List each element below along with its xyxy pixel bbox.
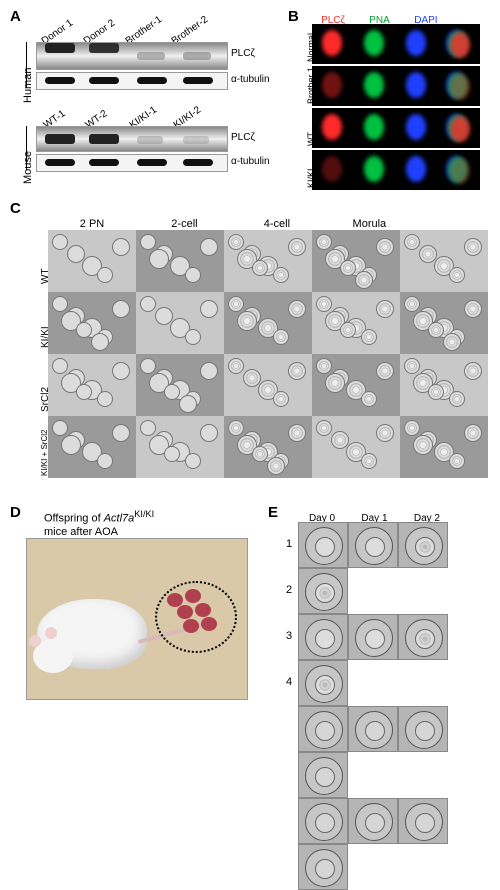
- timelapse-cell: [298, 706, 348, 752]
- timelapse-cell: [298, 568, 348, 614]
- stage-label: 2 PN: [48, 218, 136, 230]
- caption-text: Offspring of: [44, 513, 104, 525]
- embryo-cell: [224, 292, 312, 354]
- timelapse-cell: [348, 706, 398, 752]
- target-label: α-tubulin: [231, 156, 270, 167]
- if-cell: [354, 108, 396, 148]
- timelapse-row-label: 4: [286, 676, 292, 688]
- species-bracket: [26, 42, 27, 88]
- embryo-cell: [224, 416, 312, 478]
- if-cell: [438, 66, 480, 106]
- embryo-cell: [400, 230, 488, 292]
- embryo-row-label: KI/KI: [40, 326, 51, 348]
- if-cell: [354, 66, 396, 106]
- mouse-photo: [26, 538, 248, 700]
- target-label: α-tubulin: [231, 74, 270, 85]
- timelapse-cell: [398, 522, 448, 568]
- embryo-cell: [400, 354, 488, 416]
- if-cell: [312, 66, 354, 106]
- timelapse-cell: [398, 706, 448, 752]
- embryo-cell: [312, 354, 400, 416]
- panel-b-label: B: [288, 8, 299, 25]
- species-human: Human: [22, 68, 34, 103]
- timelapse-cell: [298, 844, 348, 890]
- panel-e-label: E: [268, 504, 278, 521]
- if-cell: [396, 66, 438, 106]
- species-bracket: [26, 126, 27, 170]
- embryo-cell: [136, 416, 224, 478]
- embryo-cell: [400, 292, 488, 354]
- mouse-tubulin-blot: [36, 154, 228, 172]
- timelapse-cell: [348, 798, 398, 844]
- if-cell: [396, 108, 438, 148]
- if-cell: [396, 150, 438, 190]
- target-label: PLCζ: [231, 132, 255, 143]
- timelapse-cell: [298, 522, 348, 568]
- mouse-plc-blot: [36, 126, 228, 152]
- if-row-label: WT: [306, 132, 316, 146]
- embryo-cell: [312, 416, 400, 478]
- timelapse-cell: [348, 614, 398, 660]
- human-plc-blot: [36, 42, 228, 70]
- timelapse-cell: [398, 798, 448, 844]
- embryo-cell: [48, 416, 136, 478]
- embryo-row-label: SrCl2: [40, 387, 51, 412]
- panel-a-label: A: [10, 8, 21, 25]
- if-grid: [312, 24, 480, 192]
- if-cell: [438, 108, 480, 148]
- timelapse-cell: [298, 614, 348, 660]
- stage-label: Morula: [325, 218, 413, 230]
- timelapse-cell: [298, 752, 348, 798]
- panel-d-caption: Offspring of Actl7aKI/KI mice after AOA: [44, 508, 154, 539]
- embryo-cell: [48, 354, 136, 416]
- target-label: PLCζ: [231, 48, 255, 59]
- caption-text: mice after AOA: [44, 526, 118, 538]
- stage-label: 2-cell: [140, 218, 228, 230]
- panel-c-label: C: [10, 200, 21, 217]
- timelapse-cell: [398, 614, 448, 660]
- caption-gene: Actl7a: [104, 513, 135, 525]
- species-mouse: Mouse: [22, 151, 34, 184]
- embryo-cell: [400, 416, 488, 478]
- timelapse-cell: [298, 660, 348, 706]
- caption-sup: KI/KI: [134, 509, 154, 519]
- timelapse-row-label: 1: [286, 538, 292, 550]
- embryo-row-label: KI/KI + SrCl2: [40, 430, 49, 476]
- embryo-cell: [136, 230, 224, 292]
- timelapse-cell: [298, 798, 348, 844]
- embryo-cell: [224, 230, 312, 292]
- panel-d-label: D: [10, 504, 21, 521]
- if-cell: [312, 24, 354, 64]
- timelapse-grid: [298, 522, 492, 890]
- if-row-label: Brother 1: [306, 67, 316, 104]
- if-cell: [312, 108, 354, 148]
- if-row-label: Normal: [306, 33, 316, 62]
- if-cell: [438, 24, 480, 64]
- stage-label: 4-cell: [233, 218, 321, 230]
- timelapse-row-label: 2: [286, 584, 292, 596]
- embryo-cell: [312, 230, 400, 292]
- if-cell: [438, 150, 480, 190]
- if-row-label: KI/KI: [306, 168, 316, 188]
- embryo-grid: [48, 230, 488, 478]
- embryo-cell: [48, 230, 136, 292]
- embryo-cell: [48, 292, 136, 354]
- if-cell: [396, 24, 438, 64]
- timelapse-row-label: 3: [286, 630, 292, 642]
- embryo-cell: [312, 292, 400, 354]
- if-cell: [354, 24, 396, 64]
- embryo-cell: [224, 354, 312, 416]
- human-tubulin-blot: [36, 72, 228, 90]
- embryo-row-label: WT: [40, 268, 51, 284]
- timelapse-cell: [348, 522, 398, 568]
- if-cell: [354, 150, 396, 190]
- if-cell: [312, 150, 354, 190]
- embryo-cell: [136, 292, 224, 354]
- embryo-cell: [136, 354, 224, 416]
